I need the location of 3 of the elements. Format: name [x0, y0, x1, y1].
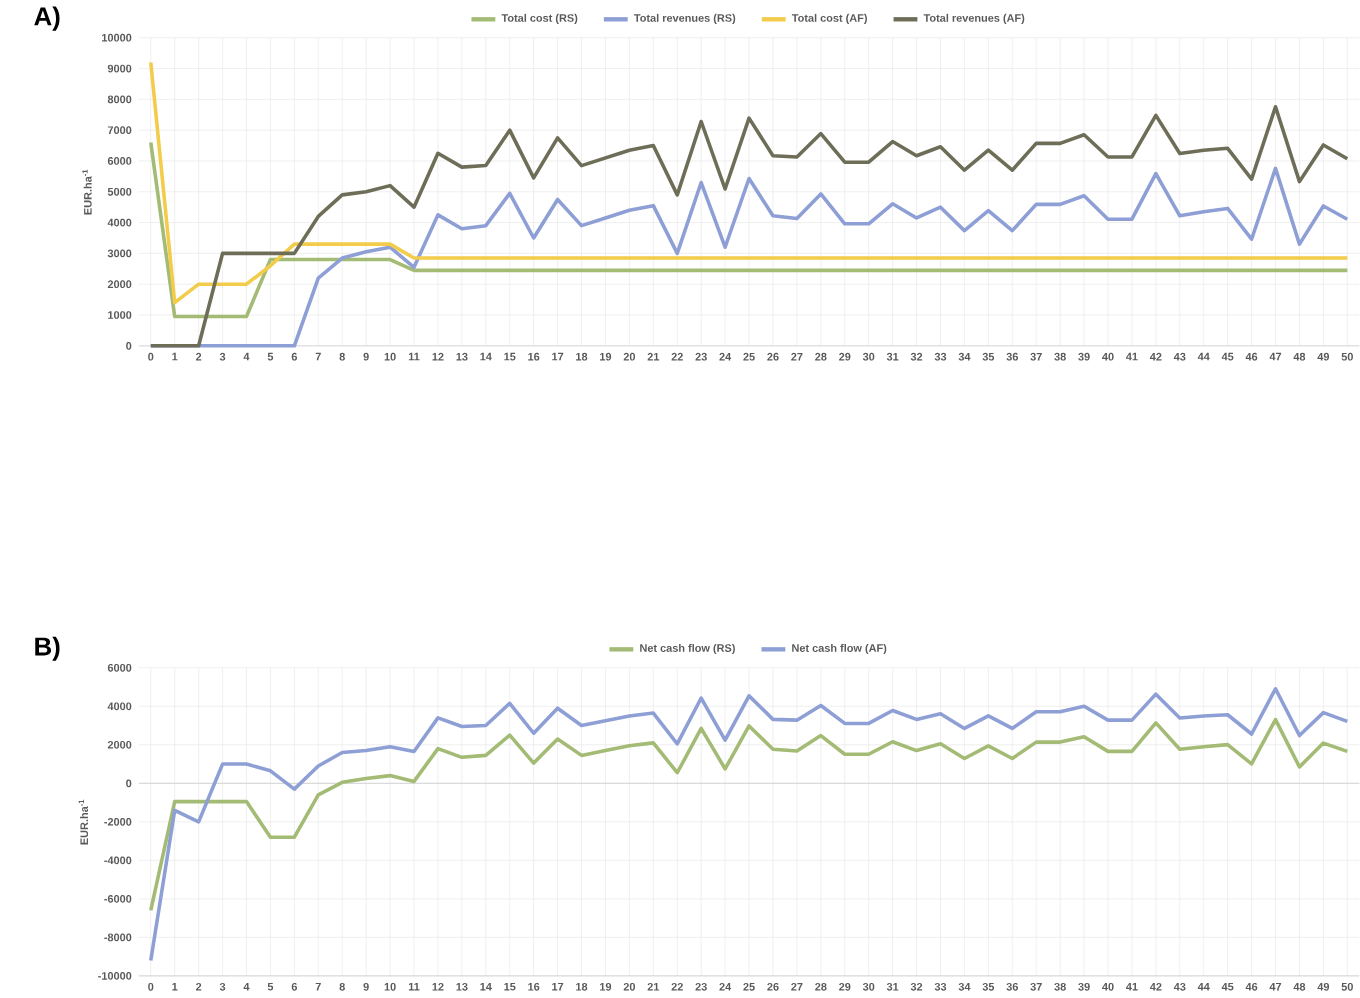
line-series: [148, 687, 1350, 963]
chart-title: B): [35, 637, 60, 662]
chart-title: A): [34, 6, 60, 32]
